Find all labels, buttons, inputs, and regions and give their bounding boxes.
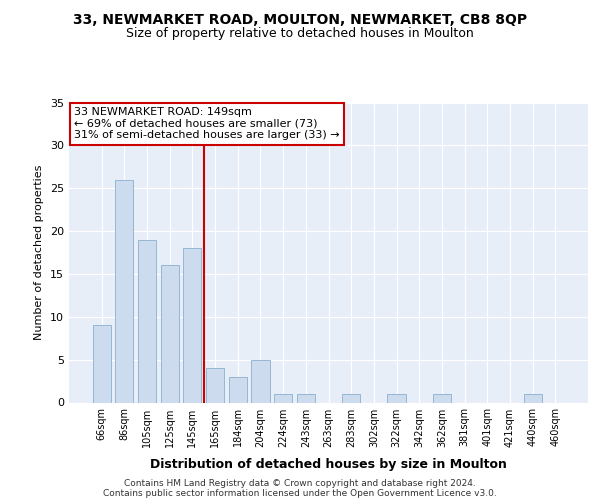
Text: Size of property relative to detached houses in Moulton: Size of property relative to detached ho…: [126, 28, 474, 40]
Bar: [206, 368, 224, 402]
Bar: [138, 240, 156, 402]
Bar: [274, 394, 292, 402]
Bar: [251, 360, 269, 403]
Y-axis label: Number of detached properties: Number of detached properties: [34, 165, 44, 340]
Text: 33, NEWMARKET ROAD, MOULTON, NEWMARKET, CB8 8QP: 33, NEWMARKET ROAD, MOULTON, NEWMARKET, …: [73, 12, 527, 26]
Text: 33 NEWMARKET ROAD: 149sqm
← 69% of detached houses are smaller (73)
31% of semi-: 33 NEWMARKET ROAD: 149sqm ← 69% of detac…: [74, 107, 340, 140]
Bar: [342, 394, 360, 402]
X-axis label: Distribution of detached houses by size in Moulton: Distribution of detached houses by size …: [150, 458, 507, 471]
Bar: [115, 180, 133, 402]
Text: Contains HM Land Registry data © Crown copyright and database right 2024.: Contains HM Land Registry data © Crown c…: [124, 478, 476, 488]
Bar: [184, 248, 202, 402]
Text: Contains public sector information licensed under the Open Government Licence v3: Contains public sector information licen…: [103, 488, 497, 498]
Bar: [524, 394, 542, 402]
Bar: [388, 394, 406, 402]
Bar: [92, 326, 111, 402]
Bar: [229, 377, 247, 402]
Bar: [433, 394, 451, 402]
Bar: [161, 266, 179, 402]
Bar: [297, 394, 315, 402]
